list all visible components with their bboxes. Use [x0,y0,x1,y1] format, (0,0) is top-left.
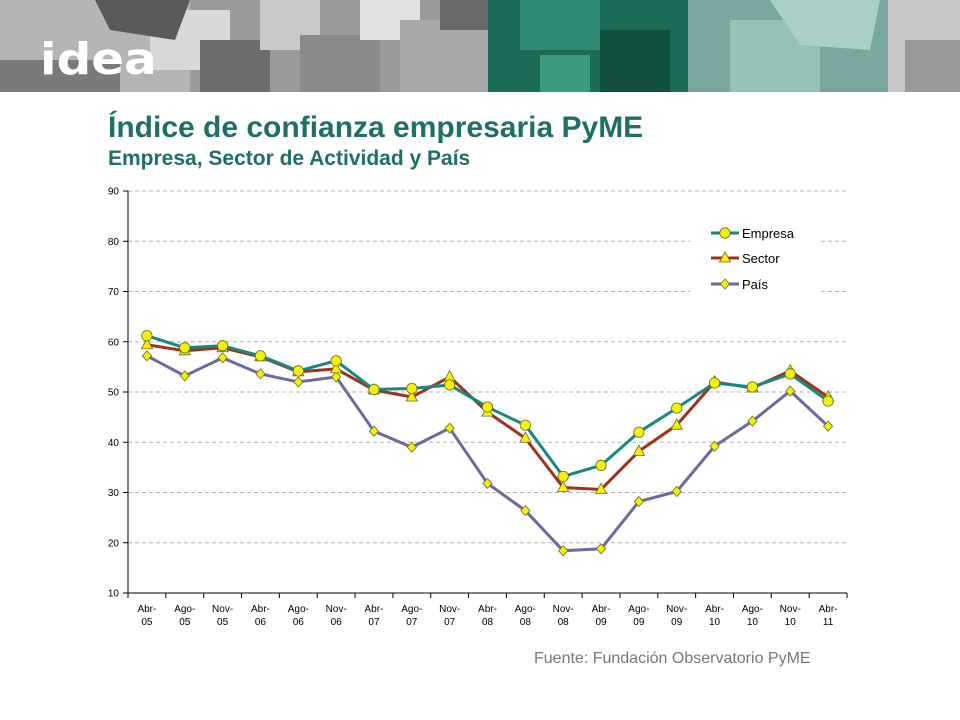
series-line-sector [146,343,829,491]
x-tick-label: Ago-07 [401,604,422,628]
data-point-pais [444,422,455,434]
data-point-pais [179,370,190,382]
x-tick-label: Abr-09 [592,604,611,628]
banner-photo [0,0,960,92]
x-tick-label: Ago-08 [515,604,536,628]
data-point-pais [633,495,645,508]
data-point-empresa [368,383,380,396]
data-point-empresa [519,419,531,431]
data-point-pais [709,440,720,452]
y-tick-label: 20 [108,538,120,549]
legend-marker-sector [718,250,732,263]
data-point-empresa [557,470,569,483]
data-point-pais [558,545,569,557]
x-tick-label: Nov-05 [212,604,233,628]
data-point-empresa [444,379,456,391]
legend-marker-pais [719,278,731,290]
legend-marker-empresa [719,227,731,239]
data-point-empresa [217,340,229,352]
data-point-empresa [784,368,796,380]
data-point-pais [482,477,493,490]
x-tick-label: Abr-07 [365,604,384,628]
data-point-empresa [292,365,304,377]
data-point-pais [406,441,417,453]
data-point-sector [556,480,570,492]
data-point-empresa [330,355,342,367]
data-point-empresa [254,350,267,362]
data-point-sector [140,337,154,350]
y-tick-label: 60 [108,337,120,348]
data-point-pais [293,376,304,388]
data-point-empresa [822,395,834,407]
data-point-empresa [746,381,758,393]
data-point-pais [822,420,834,432]
x-tick-label: Abr-10 [705,604,724,628]
y-tick-label: 10 [108,589,120,600]
y-tick-label: 30 [108,488,120,499]
data-point-empresa [179,342,191,354]
data-point-empresa [406,382,418,395]
y-tick-label: 50 [108,388,120,399]
data-point-pais [368,425,380,437]
x-tick-label: Nov-08 [553,604,574,628]
x-tick-label: Abr-05 [137,604,156,628]
x-tick-label: Nov-07 [439,604,460,628]
series-pais [141,350,834,557]
legend-label-sector: Sector [742,251,780,266]
x-tick-label: Abr-06 [251,604,270,628]
x-tick-label: Ago-10 [742,604,763,628]
data-point-sector [632,444,646,456]
chart-subtitle: Empresa, Sector de Actividad y País [108,147,471,170]
x-tick-label: Ago-09 [628,604,649,628]
data-point-empresa [141,330,153,342]
series-sector [140,337,835,494]
data-point-empresa [481,401,494,413]
legend-label-pais: País [742,277,769,292]
data-point-sector [670,418,683,430]
data-point-empresa [708,377,721,389]
series-empresa [141,330,834,483]
header-banner: idea [0,0,960,92]
x-tick-label: Ago-05 [174,604,195,628]
data-point-pais [255,368,266,380]
x-tick-label: Abr-11 [819,604,838,628]
data-point-pais [595,543,607,555]
y-tick-label: 40 [108,438,120,449]
source-note: Fuente: Fundación Observatorio PyME [534,650,811,667]
x-tick-label: Ago-06 [288,604,309,628]
chart-title: Índice de confianza empresaria PyME [108,111,644,144]
x-tick-label: Abr-08 [478,604,497,628]
data-point-pais [217,352,228,364]
x-tick-label: Nov-06 [326,604,347,628]
legend-label-empresa: Empresa [742,226,795,241]
legend: Empresa Sector País [690,221,818,297]
x-tick-label: Nov-10 [780,604,801,628]
idea-logo: idea [40,34,157,85]
data-point-pais [747,415,758,427]
data-point-pais [520,504,531,517]
data-point-empresa [671,402,683,414]
data-point-pais [141,350,153,362]
x-tick-label: Nov-09 [666,604,687,628]
data-point-sector [519,431,532,443]
data-point-empresa [595,459,607,471]
data-point-sector [329,361,343,374]
data-point-sector [594,482,608,494]
data-point-pais [671,485,682,498]
data-point-empresa [633,426,645,438]
y-tick-label: 90 [108,187,120,198]
data-point-pais [785,385,796,397]
data-point-pais [330,371,342,383]
data-point-sector [405,389,419,402]
y-tick-label: 80 [108,237,120,248]
y-tick-label: 70 [108,287,120,298]
